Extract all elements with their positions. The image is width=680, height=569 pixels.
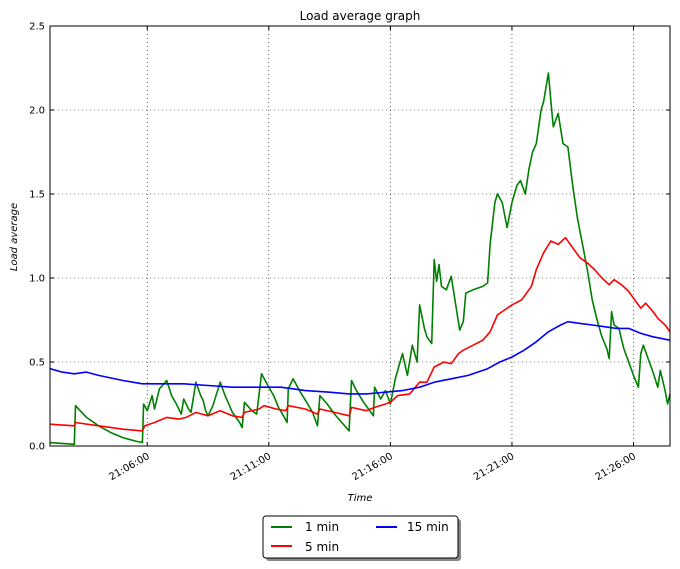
y-tick-label: 2.0 [29,106,45,117]
legend-label-15min: 15 min [407,520,449,534]
legend-label-1min: 1 min [305,520,339,534]
plot-frame [49,25,671,447]
grid-lines [50,26,670,446]
y-tick-label: 1.5 [29,190,45,201]
legend-box [262,515,459,559]
y-tick-label: 1.0 [29,274,45,285]
series-line-15min [49,320,671,395]
y-tick-label: 0.0 [29,442,45,453]
legend: 1 min 5 min 15 min [262,515,461,561]
legend-label-5min: 5 min [305,540,339,554]
y-axis-label: Load average [9,203,20,271]
x-axis-label: Time [348,493,373,504]
plot-area: 0.00.51.01.52.02.521:06:00 21:11:00 21:16:… [29,22,671,483]
y-tick-label: 2.5 [29,22,45,33]
y-tick-label: 0.5 [29,358,45,369]
chart-title: Load average graph [300,9,421,23]
series-line-5min [49,236,671,432]
series-lines [49,72,671,446]
